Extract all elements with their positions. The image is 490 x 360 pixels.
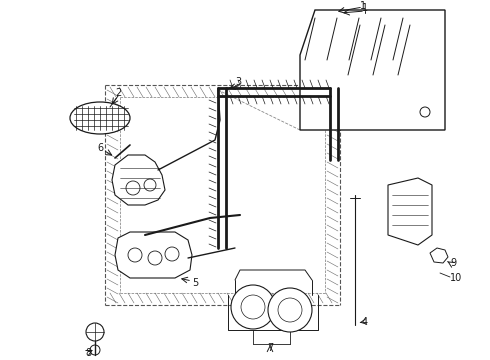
Text: 4: 4 [362, 317, 368, 327]
Circle shape [231, 285, 275, 329]
Text: 10: 10 [450, 273, 462, 283]
Text: 7: 7 [267, 343, 273, 353]
Circle shape [86, 323, 104, 341]
Polygon shape [115, 232, 192, 278]
Polygon shape [112, 155, 165, 205]
Polygon shape [388, 178, 432, 245]
Circle shape [268, 288, 312, 332]
Text: 5: 5 [192, 278, 198, 288]
Text: 1: 1 [360, 1, 366, 11]
Polygon shape [430, 248, 448, 263]
Text: 9: 9 [450, 258, 456, 268]
Text: 6: 6 [97, 143, 103, 153]
Text: 1: 1 [362, 3, 368, 13]
Ellipse shape [70, 102, 130, 134]
Text: 2: 2 [115, 88, 121, 98]
Text: 3: 3 [235, 77, 241, 87]
Polygon shape [300, 10, 445, 130]
Text: 8: 8 [85, 348, 91, 358]
